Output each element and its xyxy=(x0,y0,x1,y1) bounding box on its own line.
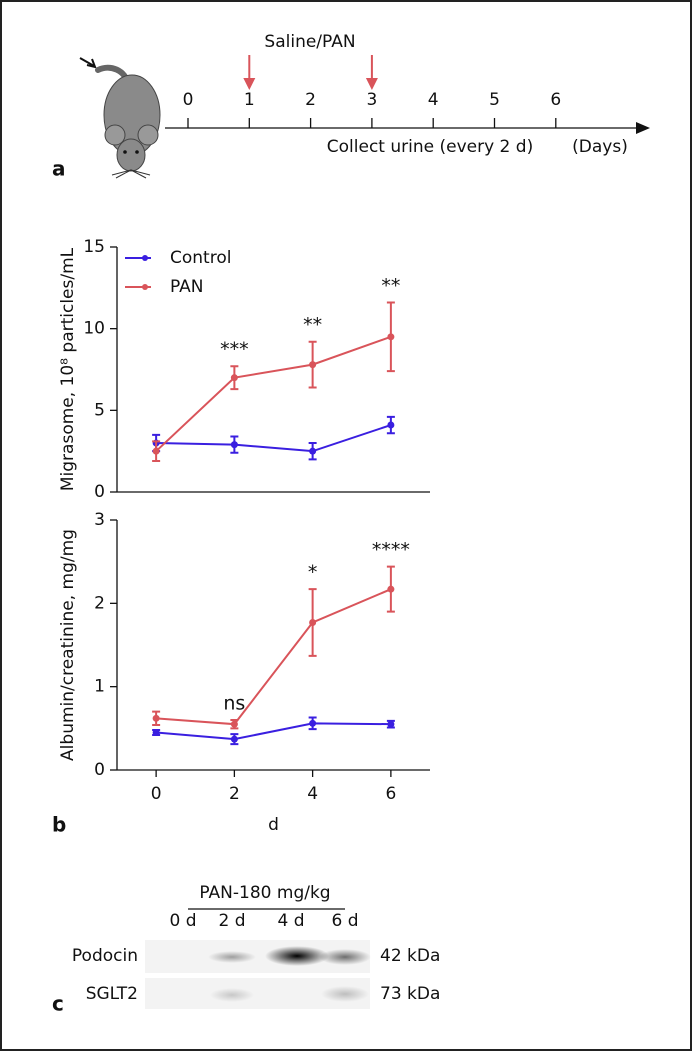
significance-label: **** xyxy=(372,539,410,561)
data-point xyxy=(309,447,317,455)
data-point xyxy=(387,585,395,593)
lane-label: 0 d xyxy=(169,911,196,931)
legend-marker xyxy=(142,284,148,290)
series-line xyxy=(156,588,392,726)
blot-band xyxy=(210,988,254,1002)
significance-label: ** xyxy=(381,275,400,297)
y-tick-label: 3 xyxy=(94,510,105,530)
data-point xyxy=(309,719,317,727)
treatment-arrowhead xyxy=(243,78,256,90)
legend-marker xyxy=(142,255,148,261)
timeline-caption: Collect urine (every 2 d) xyxy=(327,137,533,157)
y-tick-label: 2 xyxy=(94,593,105,613)
y-axis-label: Albumin/creatinine, mg/mg xyxy=(58,529,78,761)
data-point xyxy=(230,720,238,728)
y-tick-label: 0 xyxy=(94,482,105,502)
timeline-tick-label: 3 xyxy=(366,90,377,110)
blot-band xyxy=(208,951,256,963)
data-point xyxy=(230,735,238,743)
x-tick-label: 2 xyxy=(229,784,240,804)
data-point xyxy=(230,374,238,382)
lane-label: 6 d xyxy=(331,911,358,931)
data-point xyxy=(387,333,395,341)
treatment-label: Saline/PAN xyxy=(264,32,355,52)
data-point xyxy=(152,447,160,455)
y-tick-label: 10 xyxy=(83,319,105,339)
timeline-tick-label: 2 xyxy=(305,90,316,110)
timeline-tick-label: 1 xyxy=(244,90,255,110)
legend-label: PAN xyxy=(170,277,204,297)
data-point xyxy=(152,714,160,722)
protein-label: SGLT2 xyxy=(86,984,138,1004)
y-tick-label: 15 xyxy=(83,237,105,257)
panel-label: c xyxy=(52,992,64,1016)
timeline-tick-label: 5 xyxy=(489,90,500,110)
y-tick-label: 0 xyxy=(94,760,105,780)
timeline-unit: (Days) xyxy=(572,137,628,157)
x-tick-label: 4 xyxy=(307,784,318,804)
timeline-tick-label: 4 xyxy=(428,90,439,110)
blot-band xyxy=(321,986,369,1002)
data-point xyxy=(309,361,317,369)
timeline-tick-label: 6 xyxy=(550,90,561,110)
x-tick-label: 0 xyxy=(151,784,162,804)
timeline-arrowhead xyxy=(636,122,650,134)
y-tick-label: 5 xyxy=(94,400,105,420)
blot-title: PAN-180 mg/kg xyxy=(199,883,330,903)
lane-label: 4 d xyxy=(277,911,304,931)
lane-label: 2 d xyxy=(218,911,245,931)
series-line xyxy=(156,424,392,453)
series-line xyxy=(156,722,391,741)
panel-label: a xyxy=(52,157,66,181)
y-axis-label: Migrasome, 10⁸ particles/mL xyxy=(58,247,78,491)
data-point xyxy=(230,441,238,449)
panel-label: b xyxy=(52,813,66,837)
significance-label: ns xyxy=(223,693,245,715)
size-label: 73 kDa xyxy=(380,984,440,1004)
blot-band xyxy=(319,949,371,965)
y-tick-label: 1 xyxy=(94,677,105,697)
significance-label: * xyxy=(308,562,318,584)
size-label: 42 kDa xyxy=(380,946,440,966)
timeline-tick-label: 0 xyxy=(183,90,194,110)
blot-band xyxy=(265,946,329,966)
protein-label: Podocin xyxy=(72,946,138,966)
significance-label: *** xyxy=(220,339,249,361)
data-point xyxy=(387,421,395,429)
data-point xyxy=(387,720,395,728)
legend-label: Control xyxy=(170,248,231,268)
data-point xyxy=(309,619,317,626)
series-line xyxy=(155,335,392,452)
significance-label: ** xyxy=(303,314,322,336)
x-axis-label: d xyxy=(268,815,279,835)
treatment-arrowhead xyxy=(365,78,378,90)
mouse xyxy=(79,57,161,179)
data-point xyxy=(152,729,160,736)
x-tick-label: 6 xyxy=(385,784,396,804)
